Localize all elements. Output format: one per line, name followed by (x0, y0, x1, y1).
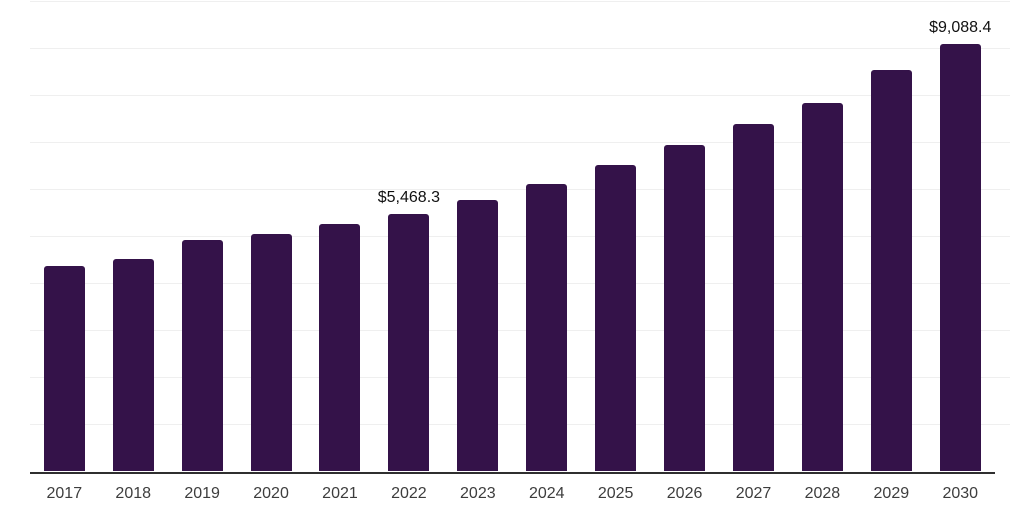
bar-2024 (526, 184, 568, 472)
bar-2023 (457, 200, 499, 472)
bar-2027 (733, 123, 774, 472)
x-tick-2017: 2017 (46, 485, 83, 502)
x-tick-2020: 2020 (253, 485, 289, 502)
x-tick-2022: 2022 (391, 485, 427, 502)
bar-2026 (664, 145, 706, 472)
gridline (30, 189, 1010, 191)
bar-2030 (939, 43, 981, 472)
value-label-2022: $5,468.3 (377, 189, 441, 207)
x-tick-2023: 2023 (460, 485, 496, 502)
bar-2029 (870, 70, 912, 472)
x-tick-2021: 2021 (322, 485, 358, 502)
bar-2018 (112, 259, 154, 472)
bar-2017 (43, 266, 85, 472)
x-tick-2026: 2026 (666, 485, 703, 502)
bar-2028 (801, 103, 843, 472)
gridline (30, 48, 1010, 50)
bar-2020 (250, 234, 292, 472)
gridline (30, 377, 1010, 379)
gridline (30, 330, 1010, 332)
x-tick-2030: 2030 (942, 485, 979, 502)
x-tick-2024: 2024 (528, 485, 565, 502)
x-axis-line (30, 471, 995, 474)
bar-2022 (388, 214, 430, 472)
gridline (30, 95, 1010, 97)
gridline (30, 142, 1010, 144)
x-tick-2018: 2018 (115, 485, 152, 502)
value-label-2030: $9,088.4 (929, 18, 992, 36)
x-tick-2019: 2019 (184, 485, 220, 502)
x-tick-2025: 2025 (597, 485, 634, 502)
gridline (30, 236, 1010, 238)
bar-2025 (595, 165, 637, 472)
gridline (30, 424, 1010, 426)
x-tick-2029: 2029 (873, 485, 910, 502)
x-tick-2027: 2027 (735, 485, 772, 502)
gridline (30, 283, 1010, 285)
gridline (30, 1, 1010, 2)
bar-2021 (319, 224, 361, 472)
x-tick-2028: 2028 (804, 485, 841, 502)
bar-2019 (181, 240, 223, 472)
